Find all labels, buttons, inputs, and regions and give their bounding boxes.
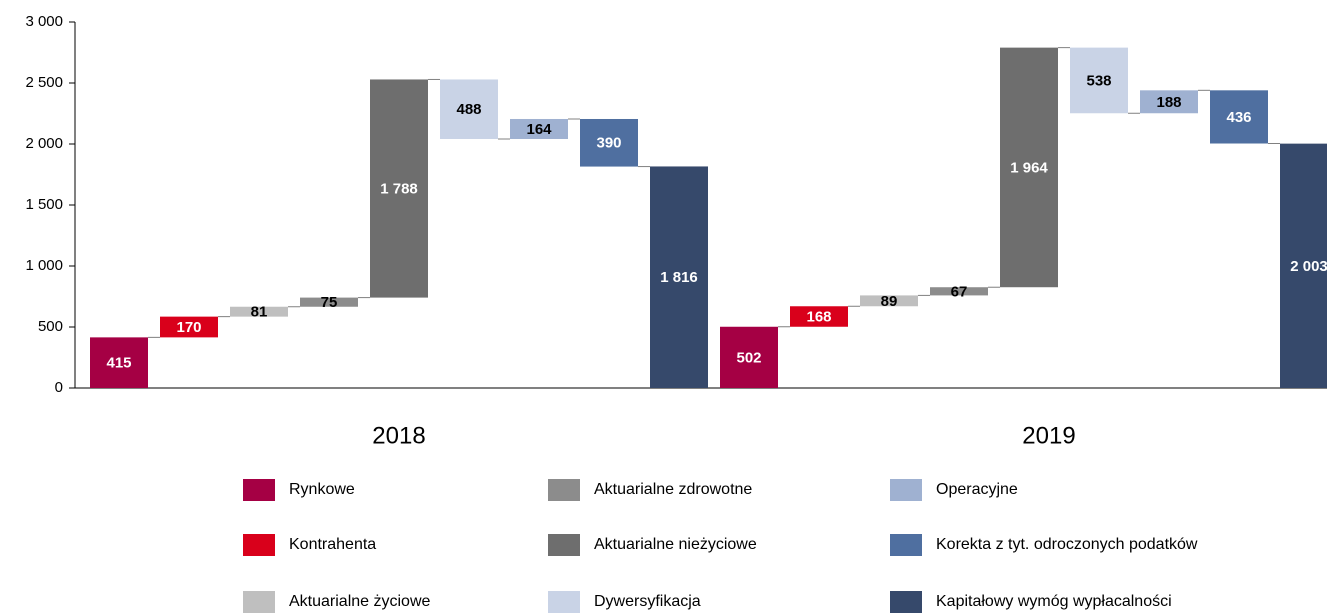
y-tick-label: 2 000: [25, 135, 63, 152]
value-label: 488: [456, 101, 481, 118]
value-label: 390: [596, 135, 621, 152]
bar: [1210, 90, 1268, 144]
value-label: 75: [321, 294, 338, 311]
legend-label: Rynkowe: [289, 481, 355, 498]
legend-swatch: [890, 534, 922, 556]
value-label: 1 788: [380, 180, 418, 197]
y-tick-label: 500: [38, 318, 63, 335]
bar: [790, 306, 848, 327]
bar: [930, 287, 988, 296]
value-label: 415: [106, 355, 131, 372]
bar: [300, 297, 358, 307]
bar: [720, 326, 778, 388]
legend-label: Operacyjne: [936, 481, 1018, 498]
bar: [580, 118, 638, 167]
y-tick-label: 1 000: [25, 257, 63, 274]
value-label: 538: [1086, 72, 1111, 89]
legend-label: Kontrahenta: [289, 536, 376, 553]
value-label: 502: [736, 349, 761, 366]
bar: [1140, 90, 1198, 114]
legend-swatch: [243, 479, 275, 501]
value-label: 67: [951, 283, 968, 300]
bar: [1000, 47, 1058, 288]
legend-label: Dywersyfikacja: [594, 593, 701, 610]
value-label: 81: [251, 304, 268, 321]
bar: [230, 306, 288, 317]
bar: [90, 337, 148, 388]
bar: [510, 118, 568, 139]
legend-swatch: [548, 534, 580, 556]
legend-label: Korekta z tyt. odroczonych podatków: [936, 536, 1198, 553]
legend-label: Kapitałowy wymóg wypłacalności: [936, 593, 1172, 610]
value-label: 188: [1156, 94, 1181, 111]
value-label: 168: [806, 308, 831, 325]
value-label: 1 816: [660, 269, 698, 286]
bar: [160, 316, 218, 338]
legend-swatch: [548, 479, 580, 501]
group-label: 2018: [372, 422, 425, 449]
legend-swatch: [243, 534, 275, 556]
value-label: 170: [176, 319, 201, 336]
bar: [1070, 47, 1128, 114]
bar: [370, 79, 428, 298]
legend-label: Aktuarialne życiowe: [289, 593, 431, 610]
legend-swatch: [890, 479, 922, 501]
y-tick-label: 1 500: [25, 196, 63, 213]
y-tick-label: 2 500: [25, 74, 63, 91]
bar: [1280, 143, 1327, 388]
y-tick-label: 0: [55, 379, 63, 396]
legend-swatch: [890, 591, 922, 613]
value-label: 436: [1226, 109, 1251, 126]
legend-swatch: [243, 591, 275, 613]
bar: [440, 79, 498, 139]
group-label: 2019: [1022, 422, 1075, 449]
value-label: 1 964: [1010, 159, 1048, 176]
legend-swatch: [548, 591, 580, 613]
value-label: 2 003: [1290, 258, 1327, 275]
legend-label: Aktuarialne nieżyciowe: [594, 536, 757, 553]
bar: [860, 295, 918, 307]
bar: [650, 166, 708, 388]
value-label: 164: [526, 121, 552, 138]
legend-label: Aktuarialne zdrowotne: [594, 481, 752, 498]
y-tick-label: 3 000: [25, 13, 63, 30]
value-label: 89: [881, 293, 898, 310]
